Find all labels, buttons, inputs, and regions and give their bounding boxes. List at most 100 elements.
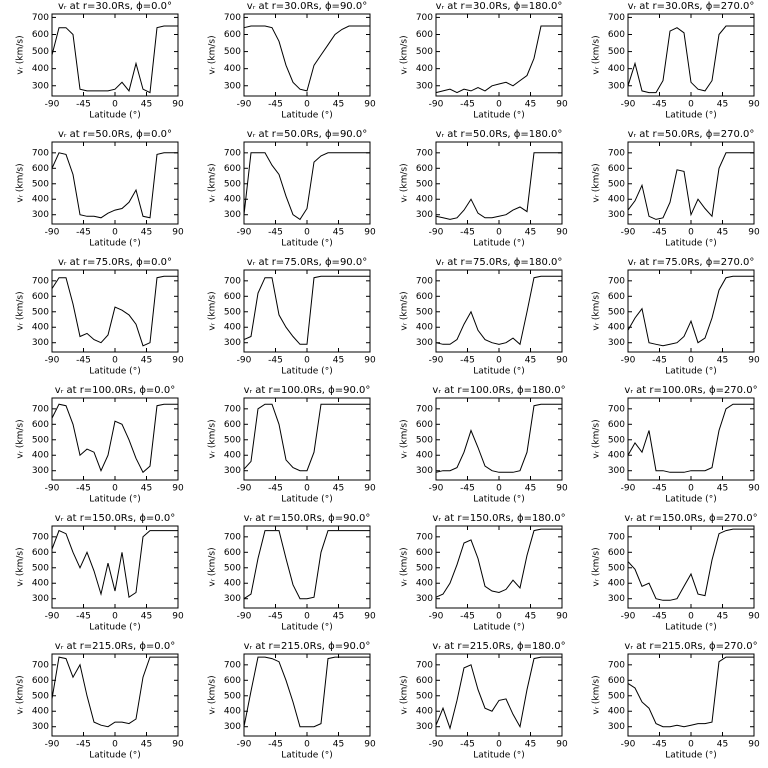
x-tick-label: -45	[460, 484, 475, 494]
x-tick-label: -45	[76, 612, 91, 622]
panel: vᵣ at r=75.0Rs, ϕ=0.0° 300 400 500 600 700 -90…	[16, 257, 184, 377]
panel: vᵣ at r=150.0Rs, ϕ=90.0° 300 400 500 600 700 -…	[208, 513, 376, 633]
panel: vᵣ at r=215.0Rs, ϕ=90.0° 300 400 500 600 700 -…	[208, 641, 376, 761]
x-tick-label: 90	[556, 228, 568, 238]
y-tick-label: 400	[32, 64, 49, 74]
data-line	[51, 656, 178, 728]
y-tick-label: 400	[416, 451, 433, 461]
x-tick-label: 90	[748, 100, 760, 110]
panel: vᵣ at r=100.0Rs, ϕ=0.0° 300 400 500 600 700 -9…	[16, 385, 184, 505]
y-axis-label: vᵣ (km/s)	[208, 675, 218, 714]
y-tick-label: 700	[608, 276, 625, 286]
y-tick-label: 700	[416, 148, 433, 158]
y-tick-label: 500	[32, 179, 49, 189]
y-tick-label: 700	[32, 532, 49, 542]
data-line	[627, 152, 754, 220]
panel: vᵣ at r=50.0Rs, ϕ=270.0° 300 400 500 600 700 -…	[592, 129, 760, 249]
x-axis-label: Latitude (°)	[281, 367, 332, 377]
panel: vᵣ at r=75.0Rs, ϕ=90.0° 300 400 500 600 700 -9…	[208, 257, 376, 377]
y-tick-label: 300	[32, 210, 49, 220]
plot-frame	[435, 397, 563, 481]
y-axis-label: vᵣ (km/s)	[400, 163, 410, 202]
x-tick-label: 45	[141, 612, 152, 622]
y-tick-label: 700	[224, 660, 241, 670]
x-tick-label: 0	[688, 740, 694, 750]
x-tick-label: 45	[333, 356, 344, 366]
y-tick-label: 700	[608, 532, 625, 542]
y-tick-label: 500	[32, 563, 49, 573]
x-axis-label: Latitude (°)	[89, 623, 140, 633]
x-tick-label: -90	[45, 100, 60, 110]
data-line	[243, 403, 370, 472]
x-tick-label: -45	[268, 356, 283, 366]
y-tick-label: 500	[224, 179, 241, 189]
data-line	[243, 152, 370, 221]
y-tick-label: 700	[32, 276, 49, 286]
y-tick-label: 700	[416, 532, 433, 542]
y-tick-label: 700	[32, 404, 49, 414]
y-axis-label: vᵣ (km/s)	[16, 419, 26, 458]
x-tick-label: 45	[717, 228, 728, 238]
y-axis-label: vᵣ (km/s)	[592, 35, 602, 74]
x-tick-label: 45	[525, 356, 536, 366]
panel-title: vᵣ at r=50.0Rs, ϕ=0.0°	[58, 129, 172, 140]
data-line	[435, 403, 562, 473]
x-tick-label: -90	[429, 484, 444, 494]
x-axis-label: Latitude (°)	[89, 367, 140, 377]
y-tick-label: 500	[32, 307, 49, 317]
y-axis-label: vᵣ (km/s)	[592, 675, 602, 714]
x-tick-label: 90	[172, 484, 184, 494]
panel: vᵣ at r=30.0Rs, ϕ=270.0° 300 400 500 600 700 -…	[592, 1, 760, 121]
y-tick-label: 300	[32, 466, 49, 476]
y-axis-label: vᵣ (km/s)	[16, 547, 26, 586]
x-tick-label: 90	[364, 612, 376, 622]
x-tick-label: 90	[556, 100, 568, 110]
data-line	[51, 529, 178, 599]
x-axis-label: Latitude (°)	[281, 495, 332, 505]
x-axis-label: Latitude (°)	[473, 111, 524, 121]
y-tick-label: 700	[608, 148, 625, 158]
y-axis-label: vᵣ (km/s)	[208, 291, 218, 330]
panel-title: vᵣ at r=75.0Rs, ϕ=0.0°	[58, 257, 172, 268]
y-axis-label: vᵣ (km/s)	[400, 675, 410, 714]
panel: vᵣ at r=50.0Rs, ϕ=180.0° 300 400 500 600 700 -…	[400, 129, 568, 249]
y-tick-label: 500	[416, 179, 433, 189]
x-axis-label: Latitude (°)	[473, 495, 524, 505]
x-tick-label: -90	[621, 612, 636, 622]
y-tick-label: 600	[224, 548, 241, 558]
x-tick-label: 45	[141, 228, 152, 238]
y-tick-label: 300	[224, 81, 241, 91]
plot-frame	[51, 13, 179, 97]
x-tick-label: 45	[141, 100, 152, 110]
x-tick-label: -45	[652, 356, 667, 366]
plot-frame	[51, 269, 179, 353]
y-tick-label: 500	[416, 435, 433, 445]
x-tick-label: -45	[268, 484, 283, 494]
x-axis-label: Latitude (°)	[89, 495, 140, 505]
y-tick-label: 500	[416, 691, 433, 701]
y-tick-label: 600	[224, 292, 241, 302]
y-tick-label: 400	[416, 323, 433, 333]
y-tick-label: 700	[32, 660, 49, 670]
panel: vᵣ at r=100.0Rs, ϕ=270.0° 300 400 500 600 700…	[592, 385, 760, 505]
y-tick-label: 500	[224, 691, 241, 701]
y-tick-label: 400	[608, 195, 625, 205]
x-tick-label: 90	[556, 356, 568, 366]
x-tick-label: -45	[652, 612, 667, 622]
y-tick-label: 500	[608, 307, 625, 317]
x-axis-label: Latitude (°)	[473, 239, 524, 249]
y-tick-label: 600	[32, 292, 49, 302]
y-tick-label: 400	[608, 64, 625, 74]
x-axis-label: Latitude (°)	[473, 623, 524, 633]
y-tick-label: 300	[608, 466, 625, 476]
data-line	[243, 656, 370, 728]
panel-title: vᵣ at r=75.0Rs, ϕ=90.0°	[247, 257, 367, 268]
x-tick-label: 45	[525, 228, 536, 238]
y-axis-label: vᵣ (km/s)	[208, 35, 218, 74]
data-line	[243, 275, 370, 345]
x-tick-label: -45	[76, 484, 91, 494]
y-tick-label: 600	[224, 676, 241, 686]
panel-title: vᵣ at r=215.0Rs, ϕ=0.0°	[55, 641, 175, 652]
x-tick-label: -90	[237, 484, 252, 494]
x-tick-label: -90	[237, 740, 252, 750]
